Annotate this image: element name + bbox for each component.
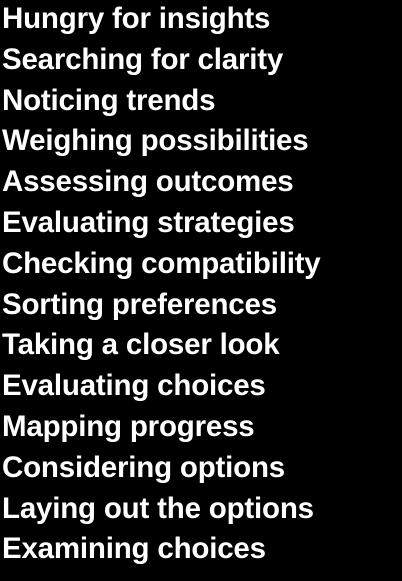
- status-message: Mapping progress: [2, 409, 255, 443]
- status-message: Evaluating choices: [2, 369, 266, 403]
- status-message: Weighing possibilities: [2, 124, 309, 158]
- status-message: Noticing trends: [2, 83, 216, 117]
- status-message: Hungry for insights: [2, 2, 271, 35]
- status-message: Taking a closer look: [2, 328, 280, 362]
- status-message-list: Hungry for insights Searching for clarit…: [2, 1, 402, 572]
- status-message: Assessing outcomes: [2, 165, 294, 199]
- status-message: Sorting preferences: [2, 287, 277, 321]
- status-message: Checking compatibility: [2, 246, 321, 280]
- status-message: Searching for clarity: [2, 42, 284, 76]
- status-message: Evaluating strategies: [2, 205, 295, 239]
- status-message: Considering options: [2, 450, 285, 484]
- status-message: Laying out the options: [2, 491, 314, 525]
- status-message: Examining choices: [2, 532, 266, 566]
